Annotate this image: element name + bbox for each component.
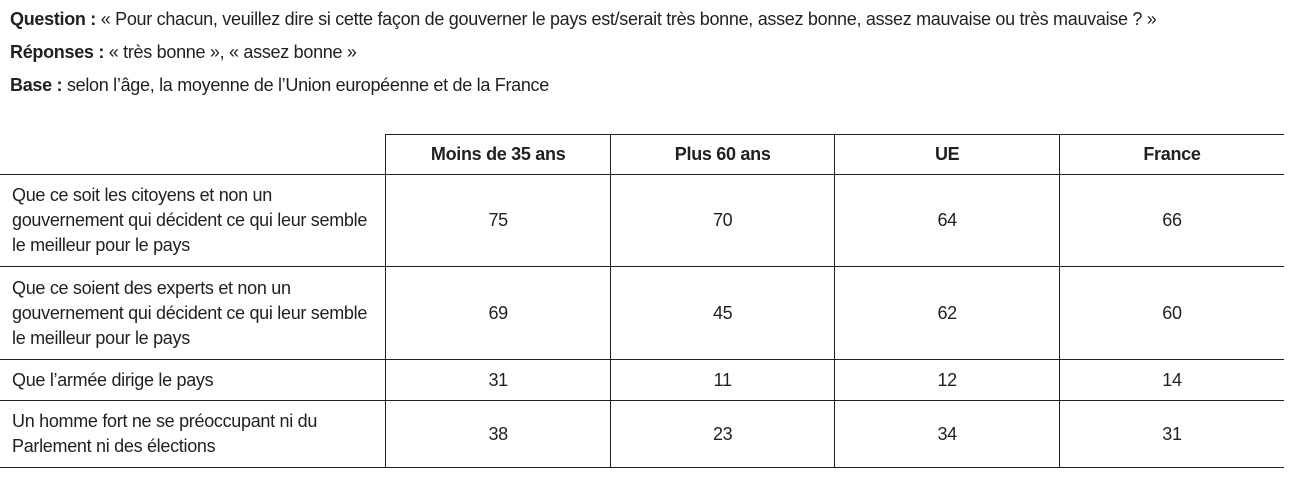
table-header-row: Moins de 35 ans Plus 60 ans UE France [0,134,1284,175]
question-text: « Pour chacun, veuillez dire si cette fa… [100,9,1157,29]
responses-line: Réponses : « très bonne », « assez bonne… [10,41,1262,64]
value-cell: 11 [609,359,835,401]
value-cell: 64 [834,174,1060,267]
value-cell: 12 [834,359,1060,401]
row-label: Que ce soit les citoyens et non un gouve… [0,174,386,267]
question-line: Question : « Pour chacun, veuillez dire … [10,8,1262,31]
row-label: Un homme fort ne se préoccupant ni du Pa… [0,400,386,468]
row-label: Que l’armée dirige le pays [0,359,386,401]
table-row-homme-fort: Un homme fort ne se préoccupant ni du Pa… [0,400,1284,468]
value-cell: 14 [1058,359,1284,401]
value-cell: 31 [385,359,611,401]
table-row-citoyens: Que ce soit les citoyens et non un gouve… [0,174,1284,267]
responses-label: Réponses : [10,42,105,62]
value-cell: 70 [609,174,835,267]
value-cell: 69 [385,266,611,360]
value-cell: 60 [1058,266,1284,360]
column-header-plus-60-ans: Plus 60 ans [609,134,835,175]
corner-cell [0,134,386,175]
question-label: Question : [10,9,96,29]
value-cell: 45 [609,266,835,360]
value-cell: 34 [834,400,1060,468]
base-text: selon l’âge, la moyenne de l’Union europ… [66,75,549,95]
value-cell: 75 [385,174,611,267]
value-cell: 62 [834,266,1060,360]
column-header-moins-de-35-ans: Moins de 35 ans [385,134,611,175]
value-cell: 31 [1058,400,1284,468]
survey-intro: Question : « Pour chacun, veuillez dire … [0,8,1293,97]
table-row-experts: Que ce soient des experts et non un gouv… [0,266,1284,360]
table-row-armee: Que l’armée dirige le pays 31 11 12 14 [0,359,1284,401]
value-cell: 38 [385,400,611,468]
row-label: Que ce soient des experts et non un gouv… [0,266,386,360]
survey-results-table: Moins de 35 ans Plus 60 ans UE France Qu… [0,134,1284,468]
base-line: Base : selon l’âge, la moyenne de l’Unio… [10,74,1262,97]
responses-text: « très bonne », « assez bonne » [108,42,357,62]
column-header-ue: UE [834,134,1060,175]
base-label: Base : [10,75,63,95]
value-cell: 66 [1058,174,1284,267]
value-cell: 23 [609,400,835,468]
column-header-france: France [1058,134,1284,175]
